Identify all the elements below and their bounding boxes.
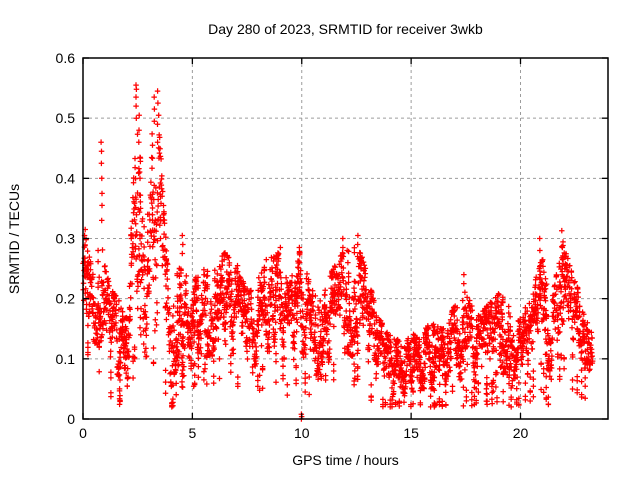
y-tick-label: 0.2 [56,291,76,307]
axis-ticks [82,57,608,420]
chart-title: Day 280 of 2023, SRMTID for receiver 3wk… [208,21,483,37]
y-tick-label: 0.1 [56,351,76,367]
y-tick-label: 0.6 [56,50,76,66]
x-tick-labels: 0 5 10 15 20 [79,425,528,441]
y-tick-label: 0 [67,411,75,427]
y-tick-label: 0.5 [56,110,76,126]
y-tick-labels: 0 0.1 0.2 0.3 0.4 0.5 0.6 [56,50,76,427]
x-tick-label: 15 [403,425,419,441]
x-axis-label: GPS time / hours [292,452,399,468]
x-tick-label: 20 [513,425,529,441]
y-tick-label: 0.4 [56,170,76,186]
x-tick-label: 5 [188,425,196,441]
y-tick-label: 0.3 [56,231,76,247]
x-tick-label: 0 [79,425,87,441]
scatter-points [80,82,596,422]
x-tick-label: 10 [294,425,310,441]
